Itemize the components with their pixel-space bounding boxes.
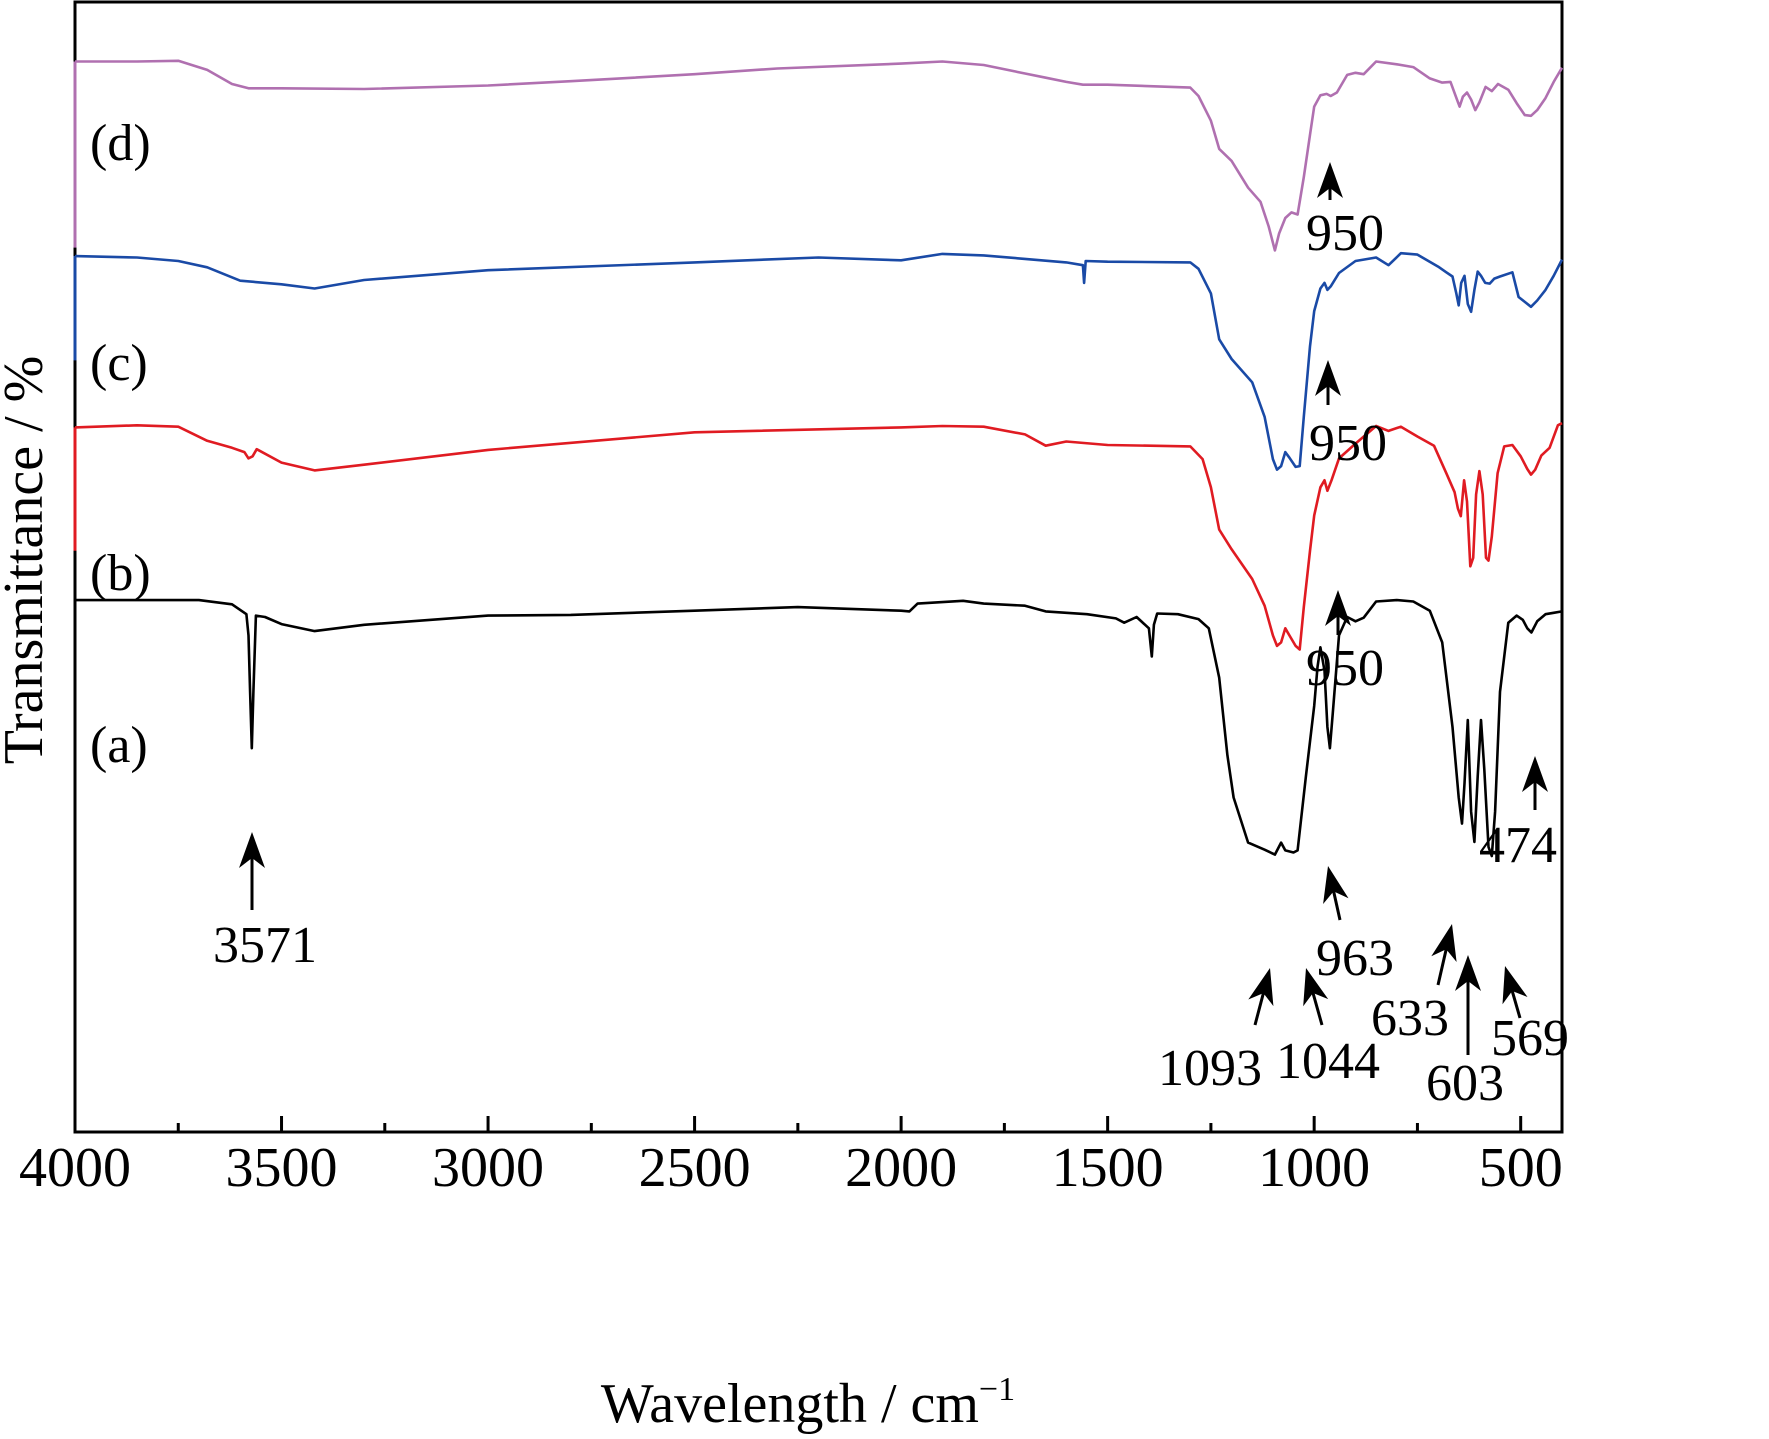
peak-label-9: 950 (1309, 415, 1387, 472)
series-line-3 (75, 59, 1564, 252)
x-tick-label-6: 1000 (1258, 1137, 1370, 1199)
peak-arrow-shaft-3 (1331, 889, 1342, 921)
x-axis-title: Wavelength / cm−1 (601, 1371, 1015, 1435)
peak-arrow-head-3 (1323, 866, 1349, 904)
peak-arrow-head-0 (239, 832, 265, 868)
peak-label-10: 950 (1306, 205, 1384, 262)
peak-label-2: 1044 (1276, 1033, 1380, 1090)
x-tick-label-0: 4000 (19, 1137, 131, 1199)
peak-label-5: 603 (1426, 1055, 1504, 1112)
x-axis: 4000 3500 3000 2500 2000 1500 1000 500 (19, 1116, 1563, 1199)
peak-arrow-head-9 (1315, 360, 1341, 396)
peak-arrow-head-5 (1455, 955, 1481, 991)
peak-arrow-shaft-4 (1436, 947, 1449, 986)
peak-label-1: 1093 (1158, 1040, 1262, 1097)
peak-arrow-head-8 (1325, 590, 1351, 626)
peak-arrow-shaft-1 (1253, 990, 1266, 1026)
peak-arrow-shaft-2 (1311, 990, 1324, 1026)
peak-arrow-shaft-6 (1510, 988, 1522, 1019)
peak-arrow-head-7 (1522, 756, 1548, 792)
x-tick-label-2: 3000 (432, 1137, 544, 1199)
x-tick-label-3: 2500 (639, 1137, 751, 1199)
peak-arrow-head-10 (1317, 162, 1343, 198)
peak-arrow-head-1 (1248, 968, 1274, 1007)
peak-label-4: 633 (1371, 990, 1449, 1047)
x-tick-label-4: 2000 (845, 1137, 957, 1199)
series-line-2 (74, 251, 1564, 471)
x-tick-label-1: 3500 (226, 1137, 338, 1199)
series-tag-3: (d) (90, 115, 151, 172)
plot-border (73, 0, 1564, 1134)
peak-label-7: 474 (1479, 817, 1557, 874)
series-tag-0: (a) (90, 717, 148, 774)
peak-label-0: 3571 (213, 917, 317, 974)
series-line-1 (74, 421, 1563, 651)
series-tag-1: (b) (90, 545, 151, 602)
peak-label-3: 963 (1316, 930, 1394, 987)
series-tag-2: (c) (90, 335, 148, 392)
x-tick-label-7: 500 (1479, 1137, 1563, 1199)
series-tag-layer: (a) (b) (c) (d) (90, 115, 151, 774)
peak-label-6: 569 (1491, 1010, 1569, 1067)
series-line-0 (75, 598, 1563, 858)
plot-frame (73, 0, 1564, 1134)
series-layer (73, 59, 1564, 858)
peak-arrow-head-4 (1431, 924, 1457, 962)
y-axis-title: Transmittance / % (0, 356, 55, 765)
peak-label-8: 950 (1306, 640, 1384, 697)
peak-arrow-head-6 (1502, 966, 1528, 1005)
x-tick-label-5: 1500 (1052, 1137, 1164, 1199)
peak-arrow-head-2 (1303, 968, 1329, 1007)
